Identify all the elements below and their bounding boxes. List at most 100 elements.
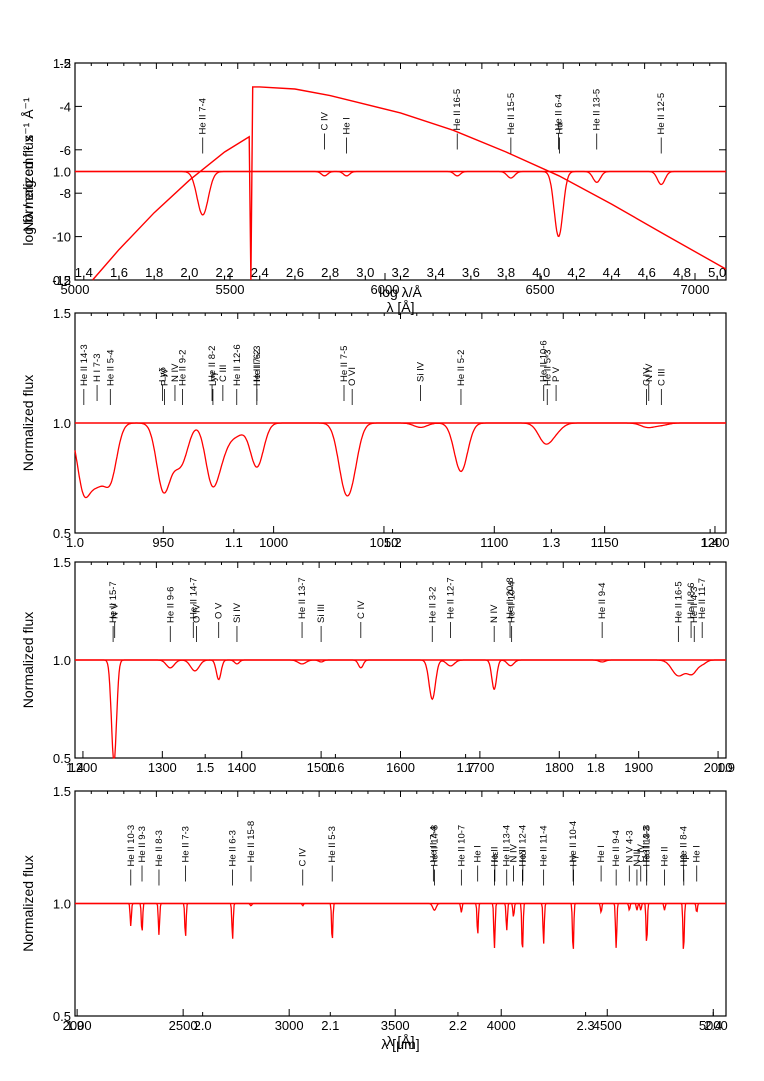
line-id-label: He II [489,846,500,866]
line-id-label: He II 7-3 [180,826,191,862]
line-id-label: He II 9-4 [597,583,608,619]
line-id-label: He II 12-6 [232,344,243,386]
line-id-label: He II 4-3 [642,826,653,862]
x2-tick-label: 1.6 [326,760,344,775]
line-id-label: He II 15-7 [108,581,119,623]
line-id-label: He II 5-4 [105,350,116,386]
line-id-label: C IV [298,847,309,866]
x2-tick-label: 2.2 [216,265,234,280]
line-id-label: Hγ [569,855,580,867]
x-tick-label: 5000 [699,1018,728,1033]
line-id-label: He II 8-4 [679,826,690,862]
x2-tick-label: 2.8 [321,265,339,280]
y-axis-label: Normalized flux [20,855,36,951]
line-id-label: He II 12-4 [517,825,528,867]
x2-tick-label: 1.4 [66,760,84,775]
y-axis-label-overlay: Normalized flux [20,135,36,231]
y-tick-label: 1.5 [53,784,71,799]
line-id-label: He II 12-5 [656,93,667,135]
x-tick-label: 1500 [307,760,336,775]
line-id-label: He I [473,845,484,862]
x2-tick-label: 3.8 [497,265,515,280]
line-id-label: Lyγ [208,371,219,386]
spectrum-line [75,659,726,759]
line-id-label: He II 8-3 [154,830,165,866]
line-id-label: He II 10-3 [126,825,137,867]
y-tick-label: -2 [59,56,71,71]
x2-tick-label: 1.3 [542,535,560,550]
line-id-label: He II 8-2 [207,346,218,382]
y-tick-label: 1.0 [53,653,71,668]
line-id-label: He II 16-5 [452,89,463,131]
line-id-label: Si IV [232,602,243,623]
x2-tick-label: 4.4 [603,265,621,280]
x-tick-label: 1600 [386,760,415,775]
line-id-label: He II 5-2 [456,350,467,386]
x-tick-label: 1150 [591,535,619,550]
line-id-label: He II 9-3 [137,826,148,862]
x2-tick-label: 2.0 [194,1018,212,1033]
line-id-label: He II 7-5 [339,346,350,382]
x-tick-label: 5000 [61,282,90,297]
x2-tick-label: 1.9 [717,760,735,775]
line-id-label: Si IV [416,361,427,382]
panel-near-uv-optical: 2000 2500 3000 3500 4000 4500 5000 1.9 2.0 2.1 2.2… [20,784,728,1052]
line-id-label: Lyδ [158,367,169,382]
y-axis-label: Normalized flux [20,612,36,708]
x2-tick-label: 1.8 [145,265,163,280]
y-tick-label: -10 [52,230,71,245]
y-tick-label: 1.5 [53,555,71,570]
x-tick-label: 3000 [275,1018,304,1033]
x2-tick-label: 2.1 [321,1018,339,1033]
line-id-label: N V [110,603,121,620]
line-id-label: He II 10-4 [507,581,518,623]
y-tick-label: 0.5 [53,751,71,766]
line-id-label: N V 4-3 [624,830,635,862]
x2-tick-label: 2.3 [577,1018,595,1033]
x-tick-label: 1050 [369,535,398,550]
line-id-label: Hδ [518,850,529,862]
y-tick-label: 1.5 [53,306,71,321]
line-id-label: He II 15-8 [246,821,257,863]
line-id-label: He II 11-4 [539,825,550,866]
line-id-label: N III [632,849,643,866]
line-id-label: He II [660,846,671,866]
line-id-label: He II 14-3 [79,344,90,386]
y2-tick-label: 0.5 [53,273,71,288]
line-id-label: He II 10-4 [568,821,579,863]
y-tick-label: 1.0 [53,416,71,431]
x2-tick-label: 1.9 [66,1018,84,1033]
line-id-label: He II 3-2 [427,587,438,623]
y-tick-label: -12 [52,273,71,288]
line-id-label: He II 10-6 [539,340,550,382]
x-tick-label: 1900 [624,760,653,775]
x2-tick-label: 1.8 [587,760,605,775]
line-id-label: Si III [316,604,327,623]
panel-far-uv: 950 1000 1050 1100 1150 1200 1.0 1.1 1.2 1.3 1.4 0.… [20,306,729,550]
line-id-label: O VI [347,367,358,386]
line-id-label: He II 5-3 [327,826,338,862]
line-id-label: C III [656,369,667,386]
line-id-label: C III [218,365,229,382]
x2-tick-label: 1.4 [75,265,93,280]
line-id-label: He II 6-3 [228,830,239,866]
line-id-label: Hε [490,851,501,863]
x-tick-label: 7000 [681,282,710,297]
x-axis-label: λ [Å] [386,299,414,315]
line-id-label: He II 6-4 [554,94,565,130]
spectrum-line [74,422,726,499]
line-id-label: H I 7-3 [92,353,103,382]
x-tick-label: 1000 [259,535,288,550]
x2-tick-label: 2.4 [704,1018,722,1033]
line-id-label: He II 9-6 [165,587,176,623]
spectrum-line [75,170,726,238]
line-id-label: He II 4-3 [689,587,700,623]
y-tick-label: 1.0 [53,897,71,912]
x2-tick-label: 1.1 [225,535,243,550]
x2-tick-label: 5.0 [708,265,726,280]
line-id-label: P V [551,366,562,382]
x-tick-label: 1200 [68,760,97,775]
line-id-label: He II 11-7 [697,578,708,619]
x-tick-label: 4000 [487,1018,516,1033]
x2-tick-label: 2.6 [286,265,304,280]
